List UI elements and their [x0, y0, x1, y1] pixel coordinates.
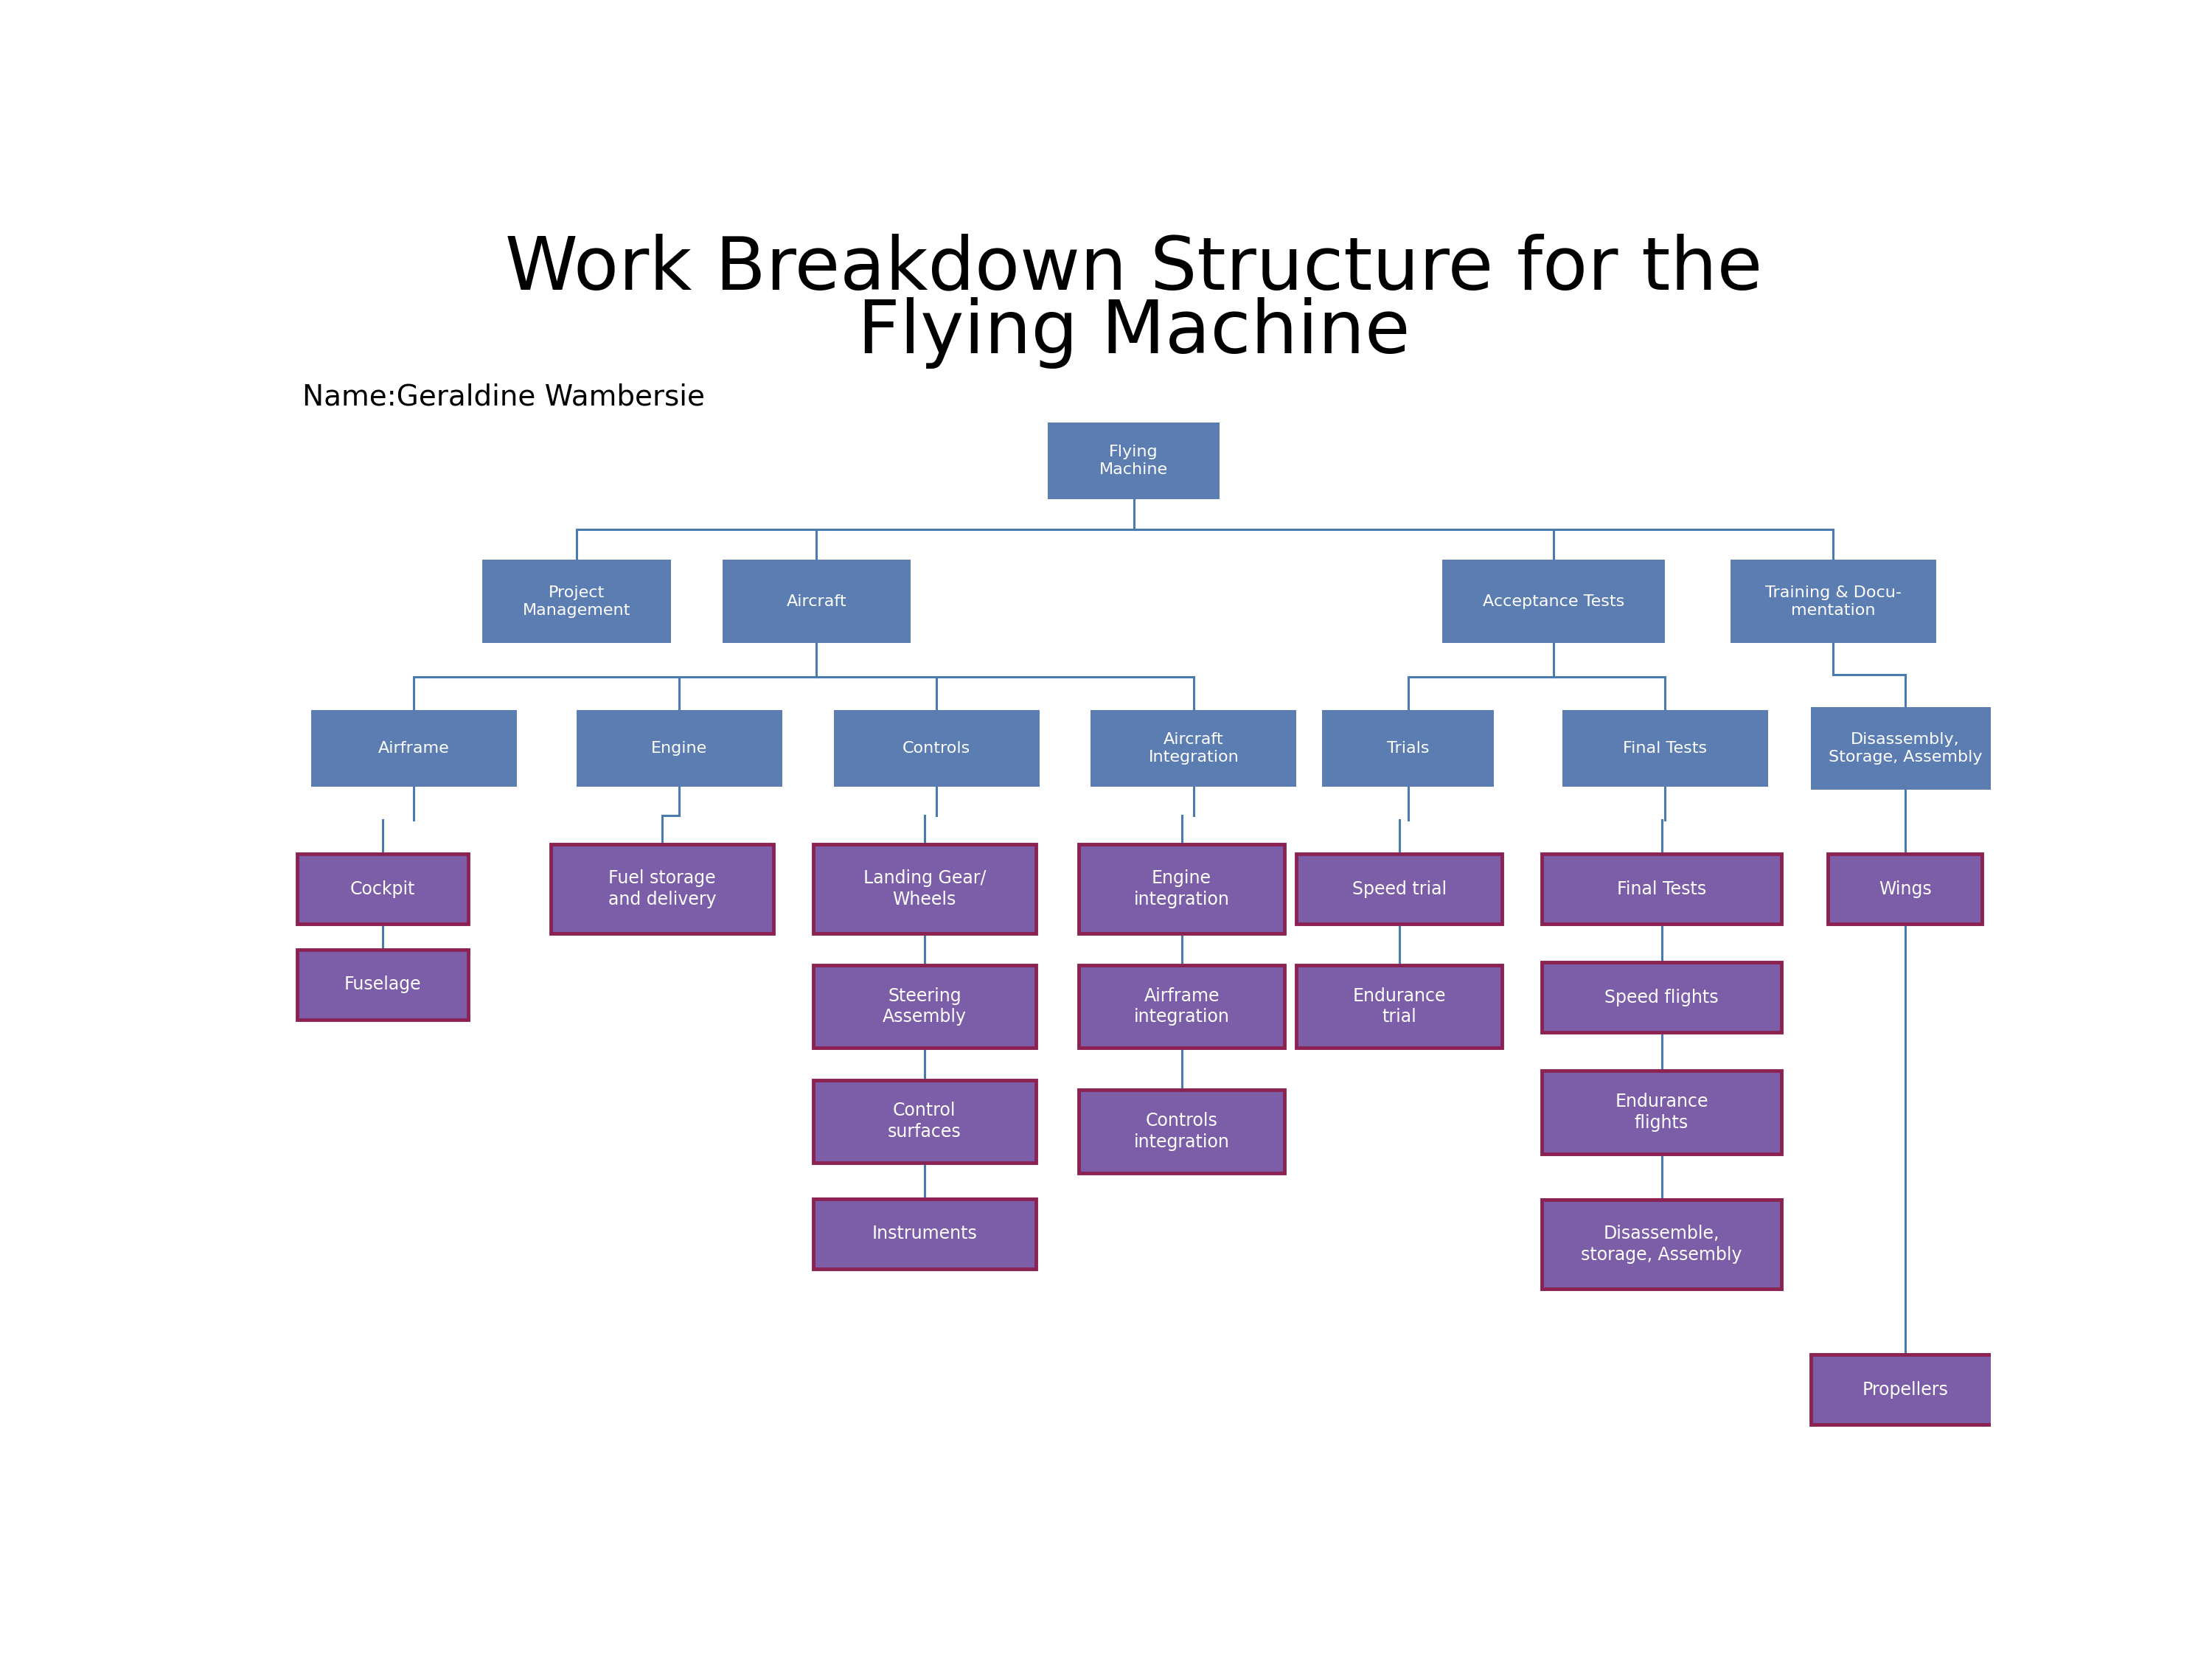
- Text: Cockpit: Cockpit: [349, 879, 416, 898]
- Text: Airframe: Airframe: [378, 742, 449, 757]
- Text: Final Tests: Final Tests: [1617, 879, 1705, 898]
- FancyBboxPatch shape: [1296, 854, 1502, 924]
- Text: Airframe
integration: Airframe integration: [1135, 987, 1230, 1025]
- FancyBboxPatch shape: [1730, 561, 1935, 644]
- Text: Flying Machine: Flying Machine: [858, 297, 1409, 368]
- FancyBboxPatch shape: [296, 854, 469, 924]
- FancyBboxPatch shape: [1079, 1090, 1285, 1173]
- FancyBboxPatch shape: [1542, 1199, 1781, 1289]
- Text: Name:Geraldine Wambersie: Name:Geraldine Wambersie: [303, 383, 706, 411]
- FancyBboxPatch shape: [1079, 966, 1285, 1048]
- Text: Engine
integration: Engine integration: [1135, 869, 1230, 909]
- Text: Aircraft: Aircraft: [787, 594, 847, 609]
- FancyBboxPatch shape: [1812, 707, 2000, 790]
- Text: Disassemble,
storage, Assembly: Disassemble, storage, Assembly: [1582, 1224, 1743, 1264]
- Text: Final Tests: Final Tests: [1624, 742, 1708, 757]
- FancyBboxPatch shape: [1079, 844, 1285, 934]
- FancyBboxPatch shape: [1323, 710, 1493, 786]
- Text: Fuel storage
and delivery: Fuel storage and delivery: [608, 869, 717, 909]
- Text: Propellers: Propellers: [1863, 1380, 1949, 1399]
- Text: Aircraft
Integration: Aircraft Integration: [1148, 732, 1239, 765]
- Text: Disassembly,
Storage, Assembly: Disassembly, Storage, Assembly: [1827, 732, 1982, 765]
- FancyBboxPatch shape: [1827, 854, 1982, 924]
- Text: Controls
integration: Controls integration: [1135, 1112, 1230, 1151]
- Text: Training & Docu-
mentation: Training & Docu- mentation: [1765, 586, 1902, 617]
- Text: Work Breakdown Structure for the: Work Breakdown Structure for the: [504, 234, 1763, 305]
- FancyBboxPatch shape: [1542, 854, 1781, 924]
- FancyBboxPatch shape: [1562, 710, 1767, 786]
- FancyBboxPatch shape: [577, 710, 783, 786]
- Text: Engine: Engine: [650, 742, 708, 757]
- Text: Speed flights: Speed flights: [1604, 989, 1719, 1007]
- FancyBboxPatch shape: [1048, 423, 1219, 499]
- FancyBboxPatch shape: [1091, 710, 1296, 786]
- FancyBboxPatch shape: [1542, 962, 1781, 1032]
- FancyBboxPatch shape: [814, 1080, 1035, 1163]
- Text: Acceptance Tests: Acceptance Tests: [1482, 594, 1624, 609]
- Text: Speed trial: Speed trial: [1352, 879, 1447, 898]
- FancyBboxPatch shape: [551, 844, 774, 934]
- FancyBboxPatch shape: [482, 561, 670, 644]
- Text: Fuselage: Fuselage: [345, 975, 420, 994]
- FancyBboxPatch shape: [1442, 561, 1666, 644]
- FancyBboxPatch shape: [814, 1199, 1035, 1269]
- Text: Steering
Assembly: Steering Assembly: [883, 987, 967, 1025]
- FancyBboxPatch shape: [834, 710, 1040, 786]
- Text: Control
surfaces: Control surfaces: [887, 1102, 962, 1141]
- FancyBboxPatch shape: [1812, 1354, 2000, 1425]
- FancyBboxPatch shape: [310, 710, 515, 786]
- FancyBboxPatch shape: [814, 966, 1035, 1048]
- Text: Wings: Wings: [1878, 879, 1931, 898]
- FancyBboxPatch shape: [296, 949, 469, 1020]
- FancyBboxPatch shape: [814, 844, 1035, 934]
- Text: Endurance
trial: Endurance trial: [1354, 987, 1447, 1025]
- FancyBboxPatch shape: [721, 561, 911, 644]
- FancyBboxPatch shape: [1296, 966, 1502, 1048]
- Text: Flying
Machine: Flying Machine: [1099, 445, 1168, 478]
- Text: Endurance
flights: Endurance flights: [1615, 1093, 1708, 1131]
- Text: Landing Gear/
Wheels: Landing Gear/ Wheels: [863, 869, 987, 909]
- Text: Controls: Controls: [902, 742, 971, 757]
- Text: Instruments: Instruments: [872, 1224, 978, 1243]
- Text: Project
Management: Project Management: [522, 586, 630, 617]
- Text: Trials: Trials: [1387, 742, 1429, 757]
- FancyBboxPatch shape: [1542, 1072, 1781, 1155]
